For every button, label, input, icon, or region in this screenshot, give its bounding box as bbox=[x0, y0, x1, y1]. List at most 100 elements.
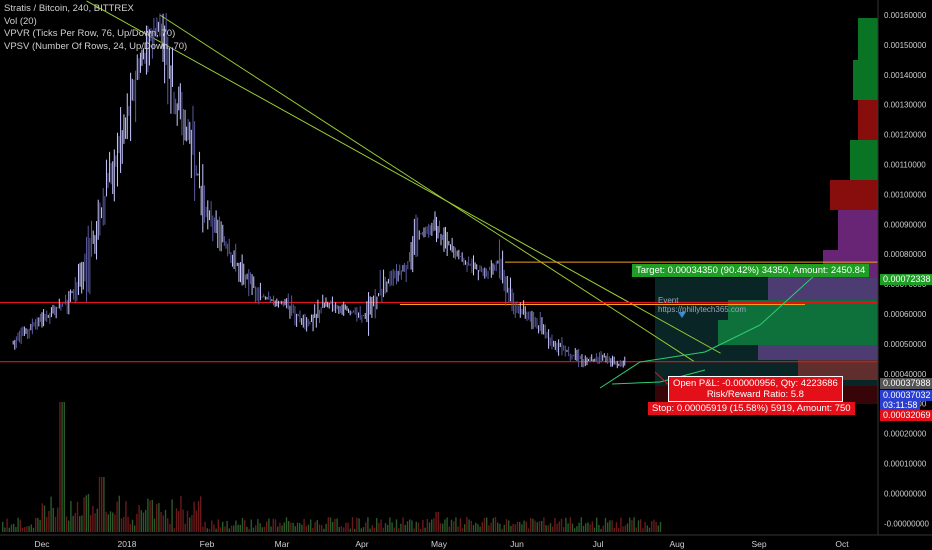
volume-bar bbox=[554, 517, 556, 532]
volume-bar bbox=[186, 510, 189, 532]
volume-bar bbox=[426, 518, 428, 532]
volume-bar bbox=[272, 518, 274, 532]
volume-bar bbox=[35, 517, 37, 532]
volume-bar bbox=[237, 524, 239, 532]
volume-bar bbox=[79, 516, 81, 532]
volume-bar bbox=[19, 519, 21, 532]
legend-vpvr[interactable]: VPVR (Ticks Per Row, 76, Up/Down, 70) bbox=[4, 28, 176, 39]
volume-bar bbox=[501, 528, 503, 532]
volume-bar bbox=[17, 517, 19, 532]
volume-bar bbox=[488, 525, 490, 532]
volume-bar bbox=[461, 528, 464, 532]
volume-bar bbox=[347, 522, 349, 532]
volume-bar bbox=[222, 521, 224, 532]
projection-arrows bbox=[599, 274, 816, 389]
volume-bar bbox=[109, 511, 112, 532]
volume-bar bbox=[107, 514, 109, 532]
volume-bar bbox=[503, 524, 505, 532]
volume-bar bbox=[310, 519, 312, 532]
event-marker[interactable]: Event https://phillytech365.com bbox=[658, 296, 746, 314]
position-pl-box[interactable]: Open P&L: -0.00000956, Qty: 4223686 Risk… bbox=[668, 376, 843, 402]
volume-bar bbox=[340, 526, 343, 532]
volume-bar bbox=[369, 528, 371, 532]
volume-bar bbox=[453, 521, 455, 532]
volume-bar bbox=[514, 524, 516, 532]
volume-bar bbox=[72, 515, 74, 532]
volume-bar bbox=[288, 521, 290, 532]
volume-bar bbox=[637, 520, 640, 532]
legend-vol[interactable]: Vol (20) bbox=[4, 15, 37, 27]
volume-bar bbox=[343, 527, 345, 532]
volume-bar bbox=[318, 524, 321, 532]
y-tick-label: 0.00040000 bbox=[884, 370, 927, 379]
volume-bar bbox=[250, 519, 252, 532]
volume-bar bbox=[169, 523, 171, 532]
y-tick-label: 0.00130000 bbox=[884, 101, 927, 110]
volume-bar bbox=[336, 518, 338, 532]
volume-bar bbox=[433, 518, 435, 532]
volume-bar bbox=[629, 517, 631, 532]
volume-bar bbox=[204, 521, 206, 532]
volume-bar bbox=[642, 528, 644, 532]
volume-bar bbox=[189, 517, 191, 532]
volume-bar bbox=[354, 528, 356, 532]
volume-bar bbox=[651, 521, 653, 532]
volume-bar bbox=[8, 527, 10, 532]
volume-bar bbox=[329, 517, 332, 532]
volume-bar bbox=[76, 501, 79, 532]
volume-bar bbox=[305, 526, 307, 532]
volume-bar bbox=[158, 503, 160, 532]
trendline bbox=[86, 0, 721, 354]
volume-bar bbox=[356, 517, 358, 532]
volume-bar bbox=[37, 517, 39, 532]
volume-bar bbox=[283, 522, 285, 532]
volume-bar bbox=[70, 500, 72, 532]
volume-bar bbox=[387, 524, 389, 532]
target-label[interactable]: Target: 0.00034350 (90.42%) 34350, Amoun… bbox=[632, 264, 870, 277]
volume-bar bbox=[138, 505, 140, 532]
volume-bar bbox=[585, 523, 587, 532]
volume-bar bbox=[156, 504, 158, 532]
volume-bar bbox=[116, 501, 118, 532]
volume-bar bbox=[574, 528, 576, 532]
stop-label[interactable]: Stop: 0.00005919 (15.58%) 5919, Amount: … bbox=[648, 402, 855, 415]
volume-bar bbox=[180, 495, 182, 532]
volume-bar bbox=[13, 523, 15, 532]
volume-bar bbox=[483, 518, 486, 532]
x-tick-label: Apr bbox=[355, 539, 368, 549]
volume-bar bbox=[644, 521, 646, 532]
volume-bar bbox=[591, 521, 593, 532]
volume-bar bbox=[532, 518, 534, 532]
volume-bar bbox=[2, 521, 4, 532]
y-tick-label: 0.00120000 bbox=[884, 131, 927, 140]
volume-bars bbox=[2, 402, 662, 532]
volume-bar bbox=[576, 526, 578, 532]
volume-bar bbox=[470, 520, 472, 532]
legend-vpsv[interactable]: VPSV (Number Of Rows, 24, Up/Down, 70) bbox=[4, 40, 188, 52]
volume-bar bbox=[424, 527, 426, 532]
volume-bar bbox=[505, 519, 508, 532]
volume-bar bbox=[398, 528, 400, 532]
vpvr-bar bbox=[830, 180, 878, 210]
volume-bar bbox=[659, 521, 662, 532]
legend-symbol[interactable]: Stratis / Bitcoin, 240, BITTREX bbox=[4, 3, 134, 14]
volume-bar bbox=[648, 527, 651, 532]
projection-arrow bbox=[611, 381, 661, 385]
volume-bar bbox=[200, 496, 202, 532]
volume-bar bbox=[455, 517, 457, 532]
x-tick-label: 2018 bbox=[118, 539, 137, 549]
volume-bar bbox=[219, 527, 222, 532]
target-price-tag: 0.00072338 bbox=[880, 274, 932, 285]
volume-bar bbox=[274, 519, 277, 532]
volume-bar bbox=[145, 509, 147, 532]
volume-bar bbox=[98, 477, 101, 532]
x-tick-label: Feb bbox=[200, 539, 215, 549]
volume-bar bbox=[563, 527, 565, 532]
volume-bar bbox=[360, 528, 362, 532]
vpvr-bar bbox=[853, 60, 878, 100]
volume-bar bbox=[521, 524, 523, 532]
volume-bar bbox=[615, 522, 618, 532]
chart-legend: Stratis / Bitcoin, 240, BITTREX Vol (20)… bbox=[4, 3, 187, 53]
volume-bar bbox=[202, 526, 204, 532]
